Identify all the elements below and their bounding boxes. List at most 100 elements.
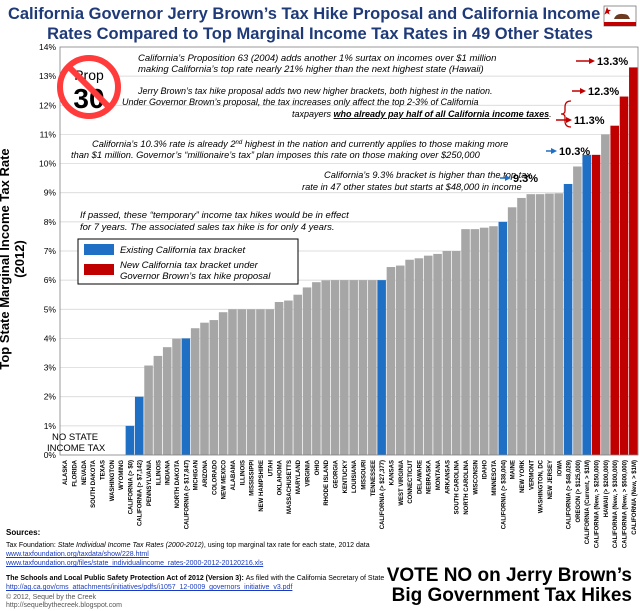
y-tick-label: 8% (44, 217, 57, 227)
x-tick-label: NEW YORK (520, 459, 526, 493)
x-tick-label: CALIFORNIA (New, > $300,000) (613, 460, 619, 548)
x-tick-label: MAINE (511, 460, 517, 479)
second-line1b: highest in the nation and currently appl… (242, 139, 508, 149)
x-tick-label: NEW JERSEY (548, 460, 554, 499)
label-9-3: 9.3% (513, 173, 538, 185)
y-tick-label: 9% (44, 188, 57, 198)
no-state-line1: NO STATE (52, 432, 98, 443)
bar (479, 227, 489, 455)
tf-link-2[interactable]: www.taxfoundation.org/files/state_indivi… (6, 560, 264, 567)
act-a: The Schools and Local Public Safety Prot… (6, 575, 246, 582)
x-tick-label: ARKANSAS (445, 460, 451, 494)
arrow-9-3-head (505, 175, 511, 181)
x-tick-label: PENNSYLVANIA (147, 459, 153, 506)
x-tick-label: CALIFORNIA (> $27,377) (380, 460, 386, 529)
y-tick-labels: 0% 1% 2% 3% 4% 5% 6% 7% 8% 9% 10% 11% 12% 13% 14% (39, 42, 56, 460)
label-10-3: 10.3% (559, 146, 590, 158)
bar (312, 282, 321, 455)
bar (377, 280, 386, 455)
x-tick-label: NORTH DAKOTA (175, 459, 181, 508)
legend-box (77, 238, 299, 285)
bar (162, 347, 172, 455)
x-tick-label: NEBRASKA (427, 459, 433, 494)
vote-no-banner: VOTE NO on Jerry Brown’s Big Government … (387, 566, 632, 606)
x-tick-label: VERMONT (529, 460, 535, 490)
x-tick-label: WEST VIRGINIA (399, 459, 405, 505)
x-tick-label: KANSAS (389, 460, 395, 485)
bar (535, 194, 545, 456)
chart-title: California Governor Jerry Brown’s Tax Hi… (0, 4, 640, 44)
bar (591, 154, 601, 455)
x-tick-label: MONTANA (436, 459, 442, 490)
y-tick-label: 6% (44, 275, 57, 285)
x-tick-label: OKLAHOMA (278, 459, 284, 495)
bars (125, 67, 638, 456)
bar (330, 280, 340, 455)
annotation-brackets-line3: taxpayers who already pay half of all Ca… (292, 109, 552, 119)
tf-a: Tax Foundation: (6, 542, 58, 549)
x-tick-label: INDIANA (166, 459, 172, 485)
plot-frame (59, 46, 639, 456)
x-tick-label: CALIFORNIA (> $38,004) (501, 460, 507, 529)
tf-link-1[interactable]: www.taxfoundation.org/taxdata/show/228.h… (6, 551, 149, 558)
bar (386, 267, 396, 455)
act-link[interactable]: http://ag.ca.gov/cms_attachments/initiat… (6, 584, 293, 591)
x-tick-label: FLORIDA (72, 459, 78, 486)
annotation-nine-line1: California’s 9.3% bracket is higher than… (324, 170, 531, 180)
copyright: © 2012, Sequel by the Creek http://seque… (6, 594, 122, 610)
x-tick-label: WYOMING (119, 460, 125, 490)
x-tick-label: IDAHO (483, 460, 489, 480)
y-tick-label: 12% (39, 100, 56, 110)
x-tick-label: NORTH CAROLINA (464, 459, 470, 514)
y-tick-label: 13% (39, 71, 56, 81)
annotation-temp-line2: for 7 years. The associated sales tax hi… (80, 222, 335, 233)
sources-block: Sources: Tax Foundation: State Individua… (6, 527, 384, 592)
x-tick-label: DELAWARE (417, 460, 423, 494)
bar (256, 309, 265, 455)
label-12-3: 12.3% (588, 86, 619, 98)
x-tick-label: KENTUCKY (343, 460, 349, 493)
bar (190, 328, 200, 455)
california-flag-icon (603, 5, 637, 27)
x-tick-label: NEW HAMPSHIRE (259, 460, 265, 512)
bar (209, 320, 219, 455)
bar (582, 154, 592, 455)
bar (246, 309, 256, 455)
bar (237, 309, 247, 455)
annotation-second-line1: California’s 10.3% rate is already 2nd h… (92, 139, 508, 149)
annotation-prop63-line2: making California’s top rate nearly 21% … (138, 64, 484, 75)
bar (125, 425, 135, 455)
x-tick-label: ILLINOIS (156, 460, 162, 485)
x-tick-label: CALIFORNIA (New, > $500,000) (623, 460, 629, 548)
x-tick-label: TEXAS (100, 460, 106, 480)
x-tick-label: OHIO (315, 460, 321, 476)
bar (144, 365, 153, 455)
x-tick-label: VIRGINIA (306, 459, 312, 486)
bar (601, 134, 610, 455)
y-tick-label: 10% (39, 159, 56, 169)
x-tick-label: CALIFORNIA (> $7,142) (138, 460, 144, 526)
legend-swatch-existing (84, 244, 114, 255)
x-tick-label: CALIFORNIA (Current, > $1M) (585, 460, 591, 544)
source-act: The Schools and Local Public Safety Prot… (6, 574, 384, 583)
bar (498, 221, 508, 455)
x-tick-label: CALIFORNIA (New, > $250,000) (595, 460, 601, 548)
x-tick-label: ALABAMA (231, 459, 237, 490)
x-tick-label: OREGON (> $125,000) (576, 460, 582, 523)
label-11-3: 11.3% (574, 115, 605, 127)
bar (302, 287, 312, 455)
bar (554, 193, 564, 456)
bar (573, 166, 582, 456)
x-tick-label: NEW MEXICO (222, 460, 228, 500)
source-tax-foundation: Tax Foundation: State Individual Income … (6, 541, 384, 550)
label-13-3: 13.3% (597, 56, 628, 68)
x-tick-label: WISCONSIN (473, 460, 479, 495)
y-tick-label: 14% (39, 42, 56, 52)
y-tick-label: 5% (44, 304, 57, 314)
act-b: As filed with the California Secretary o… (245, 575, 385, 582)
bar (526, 194, 536, 456)
x-tick-label: LOUISIANA (352, 459, 358, 493)
bar (181, 338, 191, 455)
annotation-brackets-line1: Jerry Brown’s tax hike proposal adds two… (137, 86, 493, 96)
brackets-line3c: . (549, 109, 552, 119)
